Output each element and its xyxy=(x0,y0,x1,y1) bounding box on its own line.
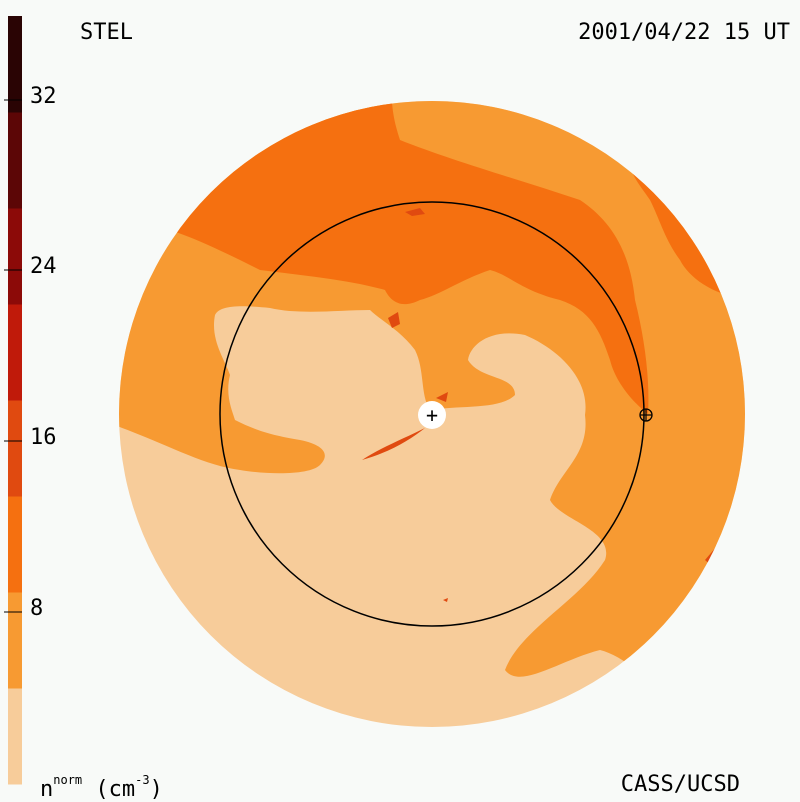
unit-paren-close: ) xyxy=(149,777,163,802)
unit-paren-open: (cm xyxy=(95,777,136,802)
datetime-label: 2001/04/22 15 UT xyxy=(578,20,790,45)
colorbar-band xyxy=(8,688,22,785)
colorbar-tick-label: 24 xyxy=(30,254,57,279)
observatory-label: STEL xyxy=(80,20,133,45)
colorbar-band xyxy=(8,592,22,689)
colorbar-tick-label: 16 xyxy=(30,425,57,450)
colorbar-bands xyxy=(8,16,22,785)
colorbar-tick-24: 24 xyxy=(4,254,57,279)
colorbar: 32 24 16 8 xyxy=(4,16,57,785)
earth-orbit-circle xyxy=(219,201,645,627)
unit-exponent: -3 xyxy=(135,773,150,787)
earth-marker xyxy=(639,408,653,422)
unit-symbol: n xyxy=(40,777,54,802)
sun-plus-icon: + xyxy=(426,403,438,427)
density-disk xyxy=(119,101,745,727)
colorbar-band xyxy=(8,304,22,401)
colorbar-tick-8: 8 xyxy=(4,596,43,621)
density-region-high xyxy=(443,598,448,602)
colorbar-band xyxy=(8,400,22,497)
colorbar-band xyxy=(8,208,22,305)
colorbar-tick-label: 32 xyxy=(30,84,57,109)
colorbar-band xyxy=(8,16,22,113)
density-region-high xyxy=(388,312,400,328)
unit-superscript: norm xyxy=(53,773,83,787)
density-region-high xyxy=(405,208,425,216)
density-region-high xyxy=(362,428,425,460)
colorbar-band xyxy=(8,112,22,209)
colorbar-tick-32: 32 xyxy=(4,84,57,109)
colorbar-tick-16: 16 xyxy=(4,425,57,450)
colorbar-unit-label: nnorm (cm-3) xyxy=(40,774,163,801)
sun-marker: + xyxy=(418,401,446,429)
colorbar-tick-label: 8 xyxy=(30,596,43,621)
density-region-high xyxy=(436,392,448,402)
sun-disk xyxy=(418,401,446,429)
colorbar-band xyxy=(8,496,22,593)
credit-label: CASS/UCSD xyxy=(620,772,740,797)
